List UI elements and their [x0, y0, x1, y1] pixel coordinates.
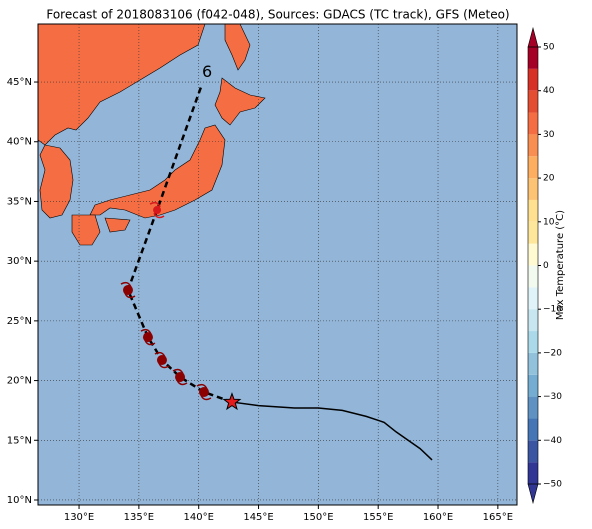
lon-tick-label: 145°E [243, 512, 273, 523]
lat-tick-label: 25°N [7, 316, 32, 327]
colorbar-bin [528, 440, 538, 463]
lat-tick-label: 10°N [7, 495, 32, 506]
colorbar-bin [528, 374, 538, 397]
mainland [38, 24, 206, 146]
colorbar-bin [528, 309, 538, 332]
lon-tick-label: 160°E [423, 512, 453, 523]
colorbar-tick-label: 10 [543, 217, 555, 227]
storm-marker [175, 371, 186, 382]
colorbar-extend [527, 483, 539, 505]
hokkaido [214, 77, 266, 126]
colorbar-bin [528, 90, 538, 113]
colorbar-tick-label: −30 [543, 392, 562, 402]
lon-tick-label: 140°E [184, 512, 214, 523]
storm-swirl [149, 201, 165, 219]
colorbar-bin [528, 68, 538, 91]
lon-tick-label: 130°E [64, 512, 94, 523]
past-track [231, 401, 433, 461]
colorbar-bin [528, 112, 538, 135]
colorbar-bin [528, 418, 538, 441]
colorbar-bin [528, 47, 538, 69]
colorbar-bin [528, 352, 538, 375]
korea [39, 144, 74, 219]
colorbar-bin [528, 462, 538, 484]
current-position [222, 392, 242, 411]
storm-marker [142, 332, 153, 343]
sakhalin [224, 24, 251, 71]
colorbar-bin [528, 221, 538, 244]
colorbar-bin [528, 199, 538, 222]
lat-tick-label: 15°N [7, 435, 32, 446]
lat-tick-label: 40°N [7, 137, 32, 148]
storm-marker [198, 387, 209, 398]
colorbar-bin [528, 265, 538, 288]
title: Forecast of 2018083106 (f042-048), Sourc… [46, 8, 509, 22]
tracks [120, 86, 433, 461]
ocean [38, 24, 517, 505]
track-label: 6 [202, 62, 212, 81]
storm-marker [153, 206, 162, 215]
storm-marker [156, 355, 167, 366]
lat-tick-label: 30°N [7, 256, 32, 267]
colorbar-bin [528, 156, 538, 179]
lon-tick-label: 155°E [363, 512, 393, 523]
colorbar-tick-label: 20 [543, 174, 555, 184]
lon-tick-label: 150°E [303, 512, 333, 523]
shikoku [104, 217, 131, 233]
plot-frame [37, 23, 518, 506]
colorbar-bin [528, 331, 538, 353]
lon-tick-label: 165°E [483, 512, 513, 523]
colorbar-tick-label: 0 [543, 261, 549, 271]
grid [38, 24, 517, 505]
colorbar-tick-label: 30 [543, 130, 555, 140]
land [38, 24, 266, 246]
colorbar-tick-label: −20 [543, 348, 562, 358]
colorbar-bin [528, 243, 538, 266]
colorbar-bin [528, 287, 538, 310]
storm-marker [122, 285, 133, 296]
lat-tick-label: 35°N [7, 196, 32, 207]
colorbar-tick-label: 40 [543, 86, 555, 96]
colorbar-tick-label: −50 [543, 480, 562, 490]
colorbar-bin [528, 134, 538, 157]
lat-tick-label: 20°N [7, 376, 32, 387]
colorbar-label: Max Temperature (°C) [555, 210, 566, 320]
lat-tick-label: 45°N [7, 77, 32, 88]
colorbar-tick-label: −10 [543, 305, 562, 315]
colorbar-bin [528, 178, 538, 200]
colorbar-tick-label: 50 [543, 43, 555, 53]
lon-tick-label: 135°E [124, 512, 154, 523]
colorbar-extend [527, 26, 539, 48]
colorbar-tick-label: −40 [543, 436, 562, 446]
colorbar-bin [528, 396, 538, 419]
